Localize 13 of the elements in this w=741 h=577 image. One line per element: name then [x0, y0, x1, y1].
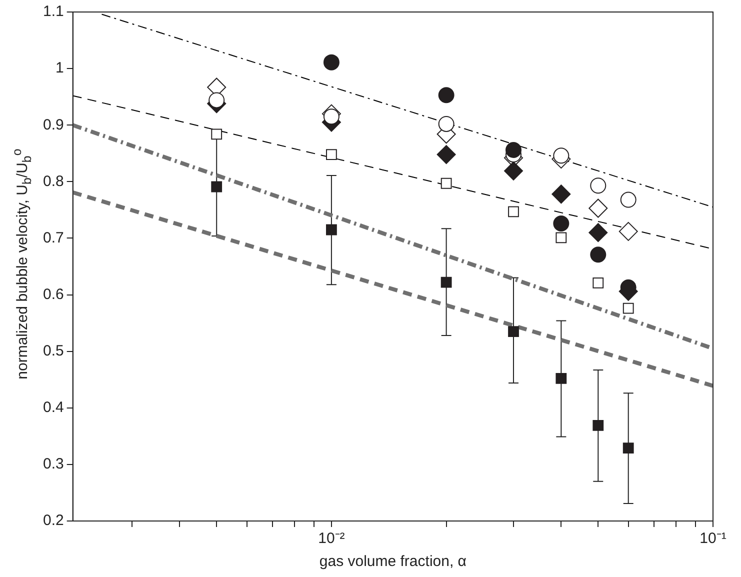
- x-tick-label: 10⁻¹: [700, 530, 726, 548]
- y-tick-label: 0.4: [42, 399, 64, 416]
- y-tick-label: 0.9: [42, 116, 64, 134]
- y-tick-label: 0.8: [42, 172, 64, 190]
- y-tick-label: 0.5: [42, 342, 64, 360]
- y-tick-label: 1: [56, 60, 64, 77]
- y-tick-label: 0.7: [42, 229, 64, 246]
- x-axis-title: gas volume fraction, α: [319, 553, 467, 570]
- y-tick-label: 1.1: [42, 3, 64, 20]
- y-tick-label: 0.3: [42, 456, 64, 473]
- y-tick-label: 0.2: [42, 512, 64, 530]
- y-tick-label: 0.6: [42, 286, 64, 303]
- x-tick-label: 10⁻²: [318, 530, 345, 548]
